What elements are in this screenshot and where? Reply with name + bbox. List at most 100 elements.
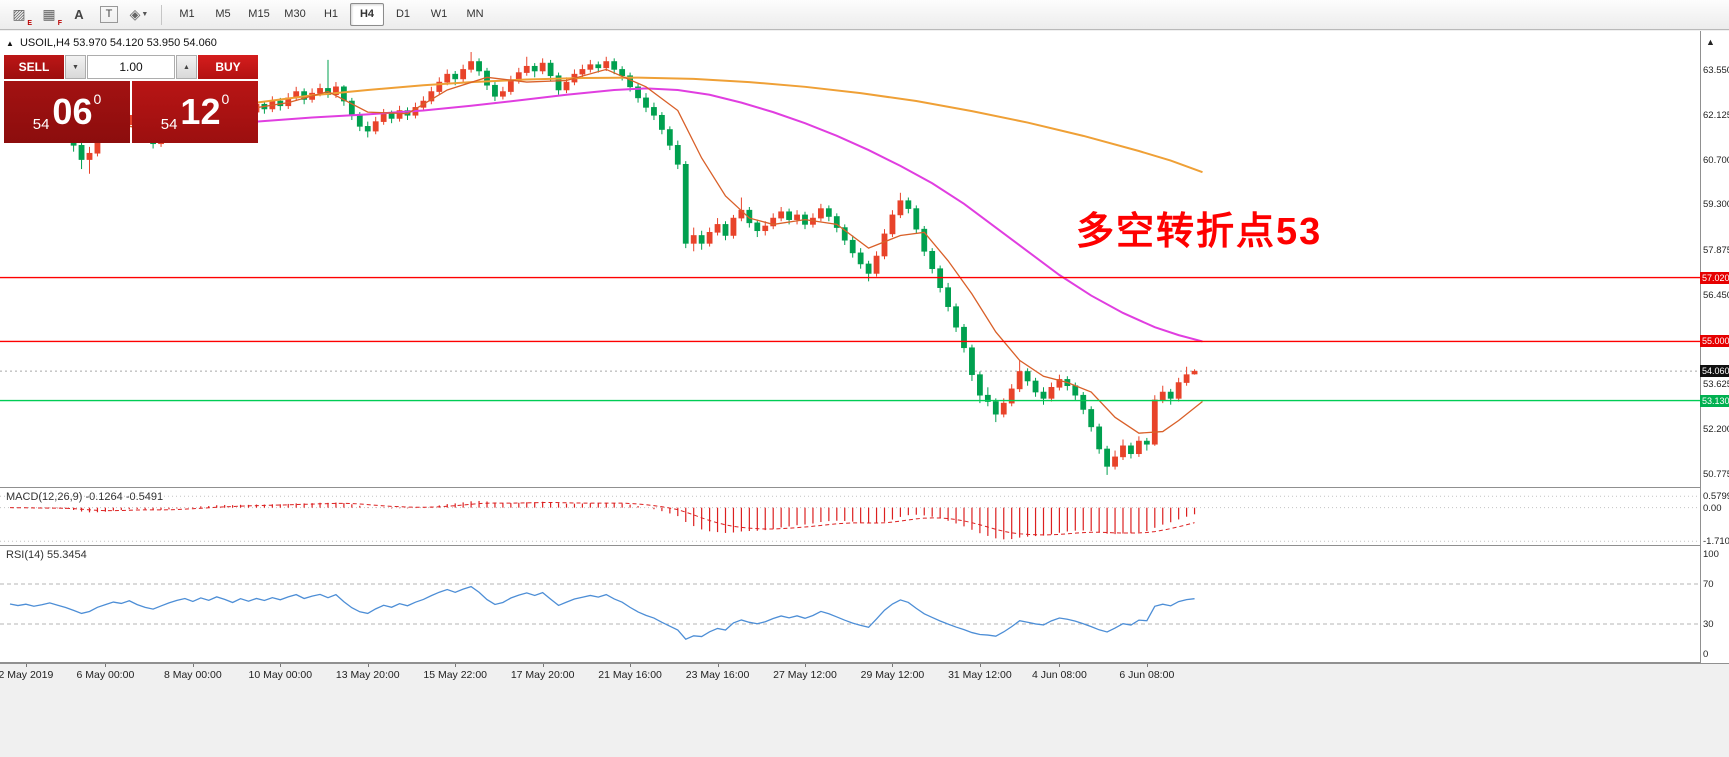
collapse-icon[interactable]: ▲: [6, 39, 14, 48]
price-tick: 59.300: [1703, 199, 1729, 211]
time-axis-label: 21 May 16:00: [598, 669, 662, 681]
price-highlight-label: 57.020: [1700, 271, 1729, 284]
rsi-axis-label: 0: [1703, 649, 1709, 660]
macd-panel: [0, 488, 1729, 546]
toolbar: ▨ E ▦ F A T ◈ ▼ M1 M5 M15 M30 H1 H4 D1 W…: [0, 0, 1729, 30]
price-tick: 56.450: [1703, 289, 1729, 301]
one-click-trading-panel: SELL ▼ ▲ BUY 54 06 0 54 12 0: [4, 55, 258, 143]
grid-icon: ▦: [42, 6, 56, 22]
macd-axis-label: -1.7106: [1703, 536, 1729, 548]
time-axis-tick: [630, 664, 632, 667]
letter-a-icon: A: [74, 7, 84, 22]
timeframe-m5[interactable]: M5: [215, 8, 231, 20]
price-tick: 62.125: [1703, 110, 1729, 122]
chart-shift-icon: ▲: [1706, 37, 1715, 47]
rsi-axis-label: 100: [1703, 549, 1719, 560]
rsi-canvas[interactable]: [0, 546, 1700, 662]
macd-signal-line: [9, 501, 1195, 536]
ask-big-digits: 12: [180, 91, 221, 132]
time-axis-label: 13 May 20:00: [335, 669, 400, 681]
rsi-line: [9, 585, 1195, 640]
volume-up-button[interactable]: ▲: [176, 55, 197, 79]
timeframe-w1[interactable]: W1: [430, 8, 448, 20]
time-axis-tick: [25, 664, 27, 667]
script-tool-icon[interactable]: ▦ F: [35, 2, 63, 28]
ask-prefix: 54: [160, 116, 178, 133]
bid-prefix: 54: [32, 116, 50, 133]
price-tick: 57.875: [1703, 244, 1729, 256]
ma-medium: [256, 87, 1203, 343]
time-axis-label: 4 Jun 08:00: [1031, 669, 1087, 681]
volume-input[interactable]: [87, 55, 175, 79]
time-axis[interactable]: 2 May 2019 6 May 00:00 8 May 00:00 10 May 0…: [0, 663, 1729, 757]
main-chart-panel: [0, 31, 1729, 488]
price-tick: 53.625: [1703, 378, 1729, 390]
macd-axis-label: 0.5799: [1703, 491, 1729, 503]
main-chart-canvas[interactable]: [0, 31, 1700, 487]
time-axis-label: 23 May 16:00: [685, 669, 750, 681]
timeframe-m15[interactable]: M15: [248, 8, 270, 20]
time-axis-tick: [1146, 664, 1148, 667]
rsi-axis-label: 70: [1703, 579, 1714, 590]
time-axis-tick: [805, 664, 806, 667]
hatch-icon: ▨: [12, 6, 26, 22]
time-axis-label: 17 May 20:00: [510, 669, 575, 681]
chart-annotation-text: 多空转折点53: [1076, 211, 1323, 253]
ma-fast: [9, 68, 1203, 434]
badge-f: F: [57, 19, 62, 27]
time-axis-tick: [455, 664, 457, 667]
time-axis-tick: [979, 664, 981, 667]
macd-canvas[interactable]: [0, 488, 1700, 545]
price-highlight-label: 53.130: [1700, 394, 1729, 407]
timeframe-m30[interactable]: M30: [284, 8, 306, 20]
shapes-tool-button[interactable]: ◈ ▼: [125, 2, 153, 28]
price-tick: 60.700: [1703, 155, 1729, 167]
time-axis-tick: [105, 664, 107, 667]
macd-axis-label: 0.00: [1703, 502, 1722, 514]
time-axis-tick: [1059, 664, 1061, 667]
sell-button[interactable]: SELL: [4, 55, 64, 79]
price-highlight-label: 55.000: [1700, 335, 1729, 348]
text-tool-button[interactable]: T: [95, 2, 123, 28]
buy-button[interactable]: BUY: [198, 55, 258, 79]
rsi-indicator-label: RSI(14) 55.3454: [6, 549, 87, 561]
badge-e: E: [27, 19, 32, 27]
time-axis-label: 2 May 2019: [0, 669, 54, 681]
time-axis-label: 10 May 00:00: [248, 669, 313, 681]
time-axis-label: 15 May 22:00: [423, 669, 488, 681]
time-axis-tick: [367, 664, 369, 667]
bid-price-display[interactable]: 54 06 0: [4, 81, 130, 143]
time-axis-label: 29 May 12:00: [860, 669, 925, 681]
volume-dropdown-button[interactable]: ▼: [65, 55, 86, 79]
time-axis-label: 31 May 12:00: [948, 669, 1012, 681]
time-axis-label: 6 Jun 08:00: [1119, 669, 1175, 681]
ask-price-display[interactable]: 54 12 0: [132, 81, 258, 143]
time-axis-tick: [280, 664, 282, 667]
timeframe-mn[interactable]: MN: [466, 8, 484, 20]
ask-pip-digit: 0: [221, 91, 230, 107]
macd-indicator-label: MACD(12,26,9) -0.1264 -0.5491: [6, 491, 164, 503]
time-axis-tick: [892, 664, 894, 667]
symbol-header: ▲ USOIL,H4 53.970 54.120 53.950 54.060: [6, 37, 217, 49]
ea-tool-icon[interactable]: ▨ E: [5, 2, 33, 28]
ma-slow: [256, 76, 1203, 174]
timeframe-h4[interactable]: H4: [350, 3, 384, 26]
timeframe-h1[interactable]: H1: [323, 8, 339, 20]
symbol-ohlc-text: USOIL,H4 53.970 54.120 53.950 54.060: [19, 37, 217, 49]
price-tick: 52.200: [1703, 424, 1729, 435]
rsi-axis-label: 30: [1703, 619, 1714, 630]
price-highlight-label: 54.060: [1700, 365, 1729, 378]
timeframe-m1[interactable]: M1: [179, 8, 195, 20]
time-axis-tick: [542, 664, 544, 667]
timeframe-d1[interactable]: D1: [395, 8, 411, 20]
time-axis-tick: [717, 664, 719, 667]
shapes-icon: ◈: [129, 6, 141, 22]
time-axis-label: 27 May 12:00: [773, 669, 837, 681]
time-axis-tick: [192, 664, 194, 667]
arrow-tool-button[interactable]: A: [65, 2, 93, 28]
text-label-icon: T: [100, 6, 118, 23]
chevron-down-icon: ▼: [141, 11, 149, 18]
time-axis-label: 8 May 00:00: [163, 669, 222, 681]
rsi-panel: [0, 546, 1729, 663]
bid-big-digits: 06: [52, 91, 93, 132]
